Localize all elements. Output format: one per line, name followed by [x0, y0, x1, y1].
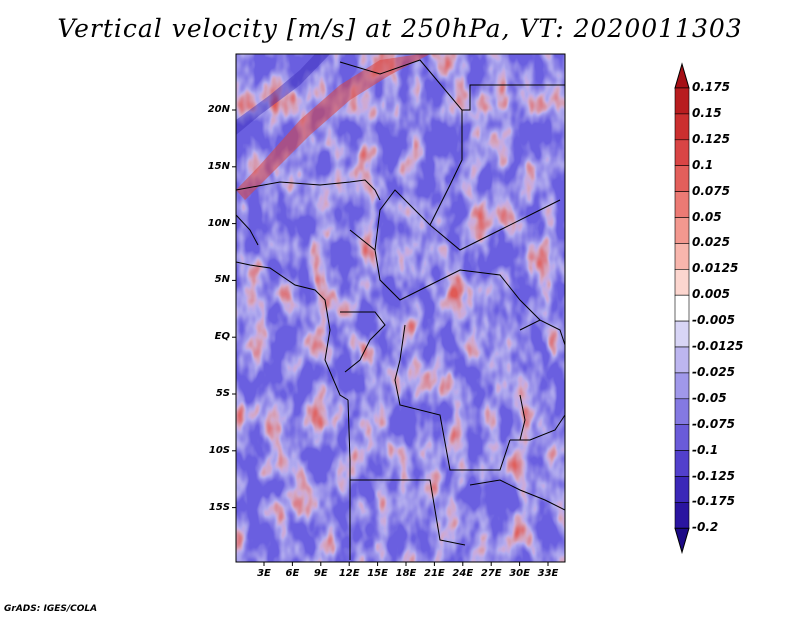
lat-label: 5S	[215, 388, 230, 399]
lon-label: 24E	[452, 568, 474, 579]
lat-label: 15N	[207, 160, 230, 172]
lon-label: 6E	[285, 568, 300, 579]
colorbar-label: 0.05	[692, 209, 722, 224]
colorbar-bin	[674, 346, 690, 374]
colorbar-label: -0.0125	[692, 339, 744, 353]
lat-label: 5N	[214, 274, 230, 286]
colorbar-label: -0.005	[692, 313, 735, 328]
colorbar-bin	[674, 450, 690, 477]
map-title: Vertical velocity [m/s] at 250hPa, VT: 2…	[57, 14, 743, 43]
grads-credit: GrADS: IGES/COLA	[4, 604, 98, 614]
lat-label: 10N	[207, 217, 230, 229]
lat-label: 10S	[208, 444, 230, 456]
colorbar-label: -0.2	[692, 520, 719, 535]
colorbar-label: 0.005	[692, 287, 730, 302]
colorbar-label: 0.1	[692, 157, 714, 172]
lon-label: 33E	[537, 568, 559, 579]
colorbar-bin	[674, 502, 690, 529]
colorbar-bin	[674, 113, 690, 141]
country-borders	[236, 59, 565, 560]
colorbar-bin	[674, 268, 690, 296]
colorbar-bin	[674, 243, 690, 270]
colorbar-label: 0.075	[692, 183, 730, 198]
colorbar-label: -0.175	[692, 494, 735, 509]
lat-label: 20N	[207, 104, 230, 115]
velocity-field	[236, 54, 565, 562]
colorbar-label: 0.125	[692, 131, 730, 146]
colorbar-top-arrow	[674, 62, 690, 89]
colorbar-bin	[674, 294, 690, 322]
colorbar-label: 0.025	[692, 235, 730, 250]
colorbar-label: 0.0125	[692, 261, 739, 276]
colorbar-bin	[674, 217, 690, 244]
colorbar	[674, 62, 690, 555]
lon-label: 27E	[480, 568, 502, 579]
colorbar-label: -0.05	[692, 390, 727, 405]
colorbar-label: -0.025	[692, 364, 735, 379]
plot-frame	[235, 53, 566, 563]
colorbar-label: -0.075	[692, 416, 735, 431]
colorbar-bin	[674, 191, 690, 218]
lat-label: EQ	[214, 331, 230, 343]
lon-label: 3E	[257, 568, 271, 579]
lon-label: 30E	[509, 568, 530, 579]
colorbar-bin	[674, 87, 690, 115]
colorbar-label: -0.1	[692, 442, 719, 457]
colorbar-bin	[674, 372, 690, 400]
colorbar-bin	[674, 320, 690, 348]
colorbar-bin	[674, 476, 690, 503]
colorbar-bin	[674, 424, 690, 451]
colorbar-bin	[674, 398, 690, 425]
colorbar-bin	[674, 165, 690, 192]
lon-label: 15E	[367, 568, 388, 579]
lon-label: 18E	[395, 568, 417, 579]
lat-label: 15S	[208, 501, 230, 513]
colorbar-label: 0.15	[692, 105, 722, 120]
colorbar-bottom-arrow	[674, 527, 690, 555]
lon-label: 9E	[313, 568, 328, 579]
lon-label: 12E	[338, 568, 360, 579]
colorbar-label: -0.125	[692, 468, 735, 483]
colorbar-bin	[674, 139, 690, 167]
colorbar-label: 0.175	[692, 80, 730, 94]
lon-label: 21E	[424, 568, 445, 579]
